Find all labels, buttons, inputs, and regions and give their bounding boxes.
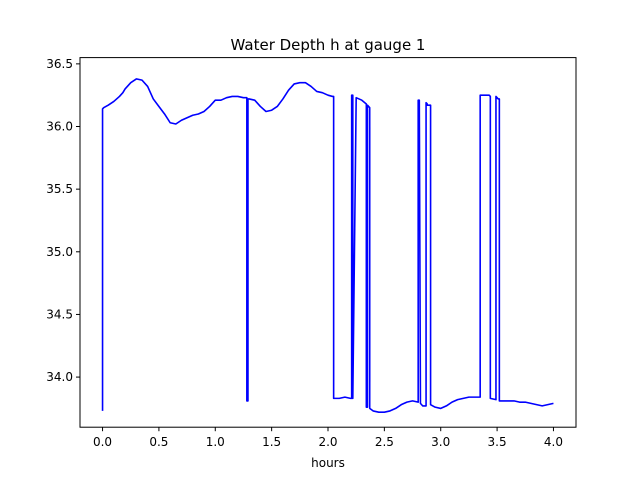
x-tick-label: 3.5 <box>488 435 507 449</box>
x-tick-label: 1.0 <box>206 435 225 449</box>
y-tick-label: 34.0 <box>46 370 73 384</box>
plot-area <box>101 78 554 413</box>
x-tick-label: 0.0 <box>93 435 112 449</box>
y-tick-label: 35.5 <box>46 182 73 196</box>
x-tick-label: 4.0 <box>544 435 563 449</box>
y-tick-label: 36.5 <box>46 57 73 71</box>
plot-frame <box>79 57 577 428</box>
x-tick-label: 2.5 <box>375 435 394 449</box>
chart-title: Water Depth h at gauge 1 <box>231 36 426 54</box>
x-axis-label: hours <box>311 456 345 470</box>
x-tick-label: 1.5 <box>262 435 281 449</box>
x-tick-label: 3.0 <box>431 435 450 449</box>
x-tick-label: 2.0 <box>318 435 337 449</box>
x-axis: 0.0 0.5 1.0 1.5 2.0 2.5 3.0 3.5 4.0 <box>93 427 563 449</box>
x-tick-label: 0.5 <box>149 435 168 449</box>
y-tick-label: 35.0 <box>46 245 73 259</box>
y-tick-label: 36.0 <box>46 120 73 134</box>
series-line-0 <box>101 78 554 413</box>
y-axis: 34.0 34.5 35.0 35.5 36.0 36.5 <box>46 57 80 384</box>
y-tick-label: 34.5 <box>46 307 73 321</box>
